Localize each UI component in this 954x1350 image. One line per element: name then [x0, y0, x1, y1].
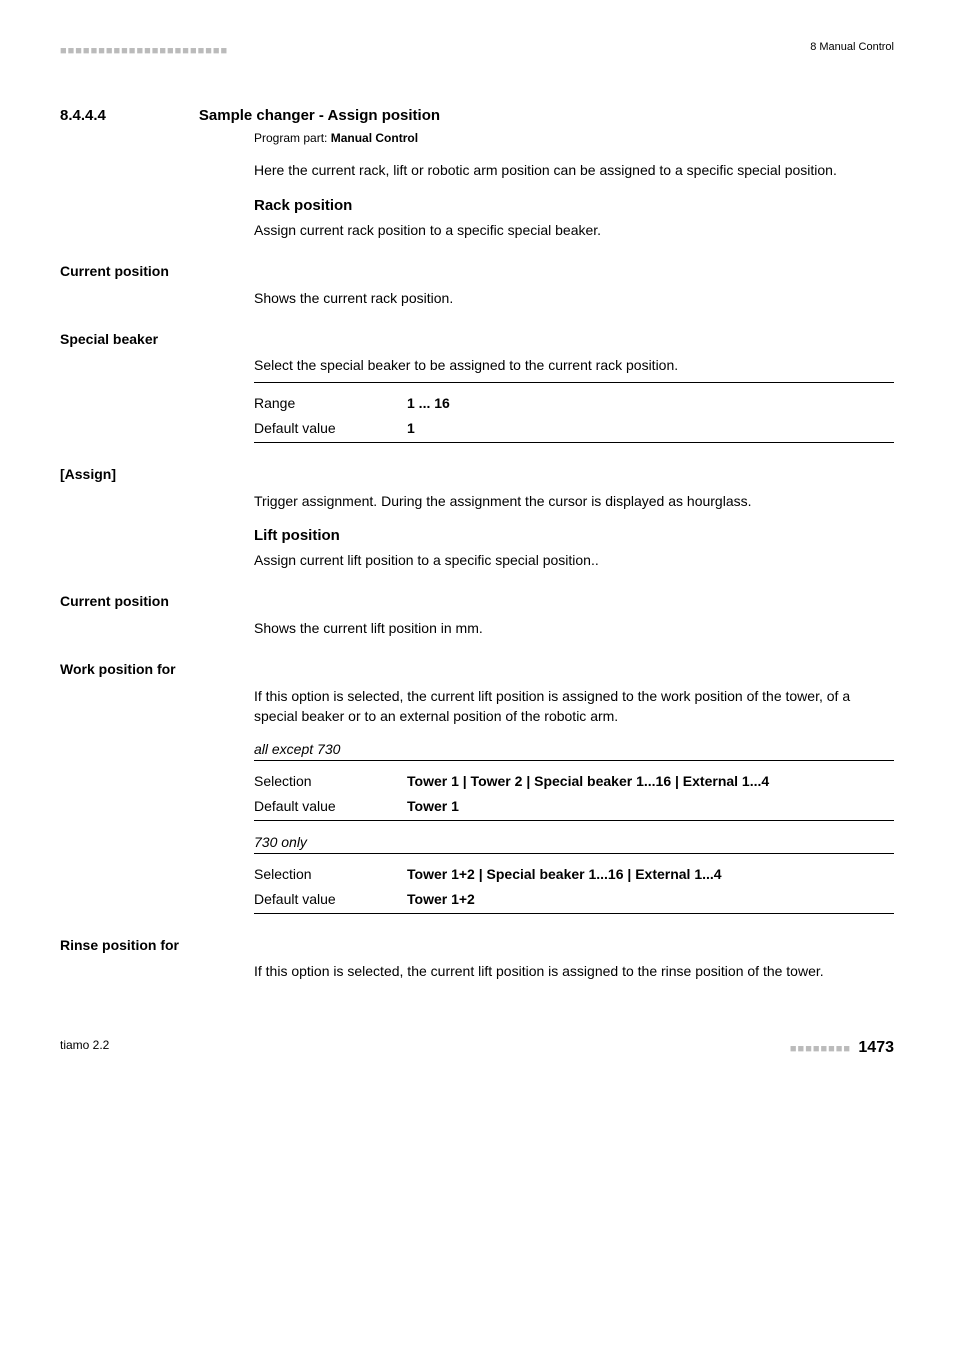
range-value: 1 ... 16 — [407, 391, 450, 417]
lift-position-heading: Lift position — [254, 525, 894, 546]
section-intro: Here the current rack, lift or robotic a… — [254, 160, 894, 180]
section-title: Sample changer - Assign position — [199, 105, 440, 126]
header-dashes: ■■■■■■■■■■■■■■■■■■■■■■ — [60, 45, 228, 57]
assign-label: [Assign] — [60, 465, 894, 485]
header-chapter: 8 Manual Control — [810, 40, 894, 55]
divider — [254, 382, 894, 383]
program-part-value: Manual Control — [331, 131, 418, 145]
rinse-position-desc: If this option is selected, the current … — [254, 961, 894, 981]
work-pos-table-1: Selection Tower 1 | Tower 2 | Special be… — [254, 769, 769, 820]
selection-label: Selection — [254, 769, 407, 795]
lift-position-desc: Assign current lift position to a specif… — [254, 550, 894, 570]
default-value: 1 — [407, 416, 450, 442]
footer-right: ■■■■■■■■ 1473 — [790, 1037, 894, 1059]
footer-dashes: ■■■■■■■■ — [790, 1043, 851, 1055]
work-pos-table-2: Selection Tower 1+2 | Special beaker 1..… — [254, 862, 722, 913]
footer-product: tiamo 2.2 — [60, 1037, 109, 1054]
divider — [254, 760, 894, 761]
default-label: Default value — [254, 416, 407, 442]
special-beaker-desc: Select the special beaker to be assigned… — [254, 355, 894, 375]
range-label: Range — [254, 391, 407, 417]
selection-value: Tower 1 | Tower 2 | Special beaker 1...1… — [407, 769, 769, 795]
divider — [254, 442, 894, 443]
special-beaker-label: Special beaker — [60, 330, 894, 350]
group-label-730-only: 730 only — [254, 833, 894, 853]
selection-value: Tower 1+2 | Special beaker 1...16 | Exte… — [407, 862, 722, 888]
rinse-position-label: Rinse position for — [60, 936, 894, 956]
table-row: Default value 1 — [254, 416, 450, 442]
table-row: Selection Tower 1+2 | Special beaker 1..… — [254, 862, 722, 888]
section-header: 8.4.4.4 Sample changer - Assign position — [60, 105, 894, 126]
program-part-label: Program part: — [254, 131, 331, 145]
work-position-label: Work position for — [60, 660, 894, 680]
default-value: Tower 1 — [407, 794, 769, 820]
selection-label: Selection — [254, 862, 407, 888]
default-label: Default value — [254, 887, 407, 913]
assign-desc: Trigger assignment. During the assignmen… — [254, 491, 894, 511]
section-number: 8.4.4.4 — [60, 105, 195, 126]
default-label: Default value — [254, 794, 407, 820]
page-footer: tiamo 2.2 ■■■■■■■■ 1473 — [60, 1037, 894, 1059]
divider — [254, 853, 894, 854]
page-header: ■■■■■■■■■■■■■■■■■■■■■■ 8 Manual Control — [60, 40, 894, 60]
footer-page-number: 1473 — [858, 1039, 894, 1056]
divider — [254, 820, 894, 821]
table-row: Selection Tower 1 | Tower 2 | Special be… — [254, 769, 769, 795]
program-part: Program part: Manual Control — [254, 130, 894, 147]
current-position-desc-1: Shows the current rack position. — [254, 288, 894, 308]
current-position-desc-2: Shows the current lift position in mm. — [254, 618, 894, 638]
work-position-desc: If this option is selected, the current … — [254, 686, 894, 727]
divider — [254, 913, 894, 914]
default-value: Tower 1+2 — [407, 887, 722, 913]
current-position-label-2: Current position — [60, 592, 894, 612]
current-position-label-1: Current position — [60, 262, 894, 282]
special-beaker-range-table: Range 1 ... 16 Default value 1 — [254, 391, 450, 442]
rack-position-heading: Rack position — [254, 195, 894, 216]
table-row: Default value Tower 1+2 — [254, 887, 722, 913]
rack-position-desc: Assign current rack position to a specif… — [254, 220, 894, 240]
table-row: Default value Tower 1 — [254, 794, 769, 820]
group-label-all-except-730: all except 730 — [254, 740, 894, 760]
table-row: Range 1 ... 16 — [254, 391, 450, 417]
